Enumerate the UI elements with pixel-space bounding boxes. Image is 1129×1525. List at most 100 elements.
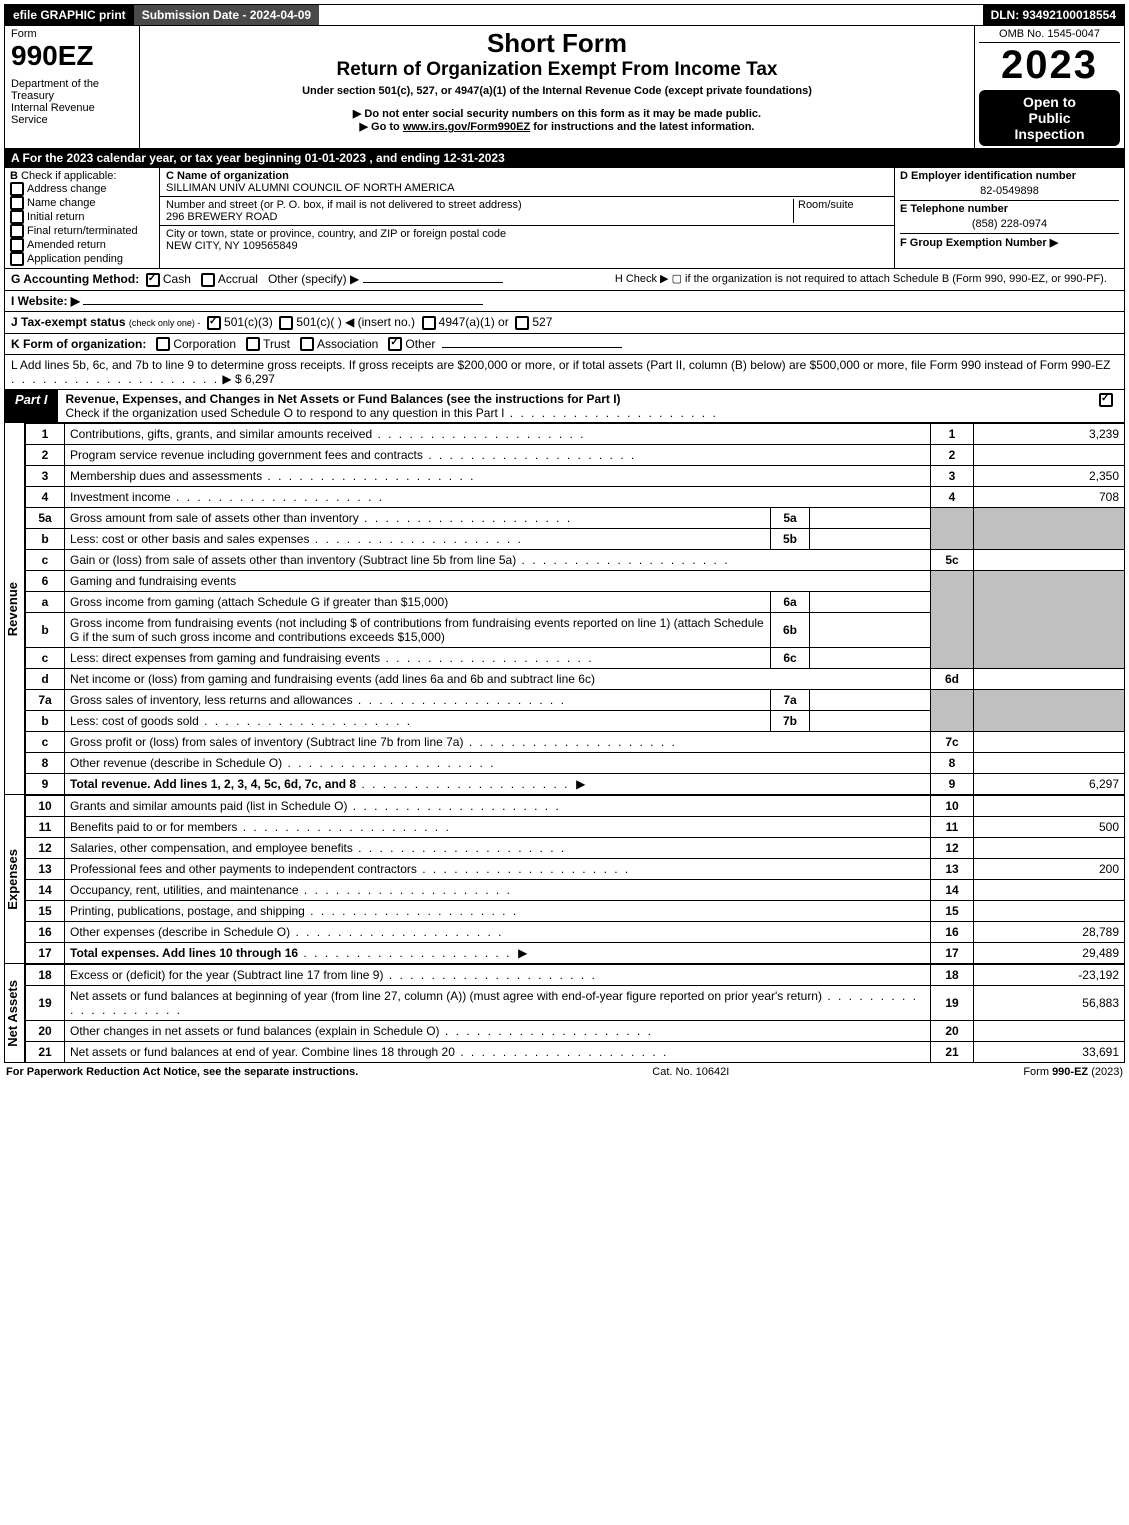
l-amount: ▶ $ 6,297 — [222, 372, 275, 386]
line-17: 17 Total expenses. Add lines 10 through 1… — [26, 943, 1125, 964]
j-pre: J Tax-exempt status — [11, 315, 129, 329]
section-j: J Tax-exempt status (check only one) - 5… — [4, 312, 1125, 334]
desc: Other expenses (describe in Schedule O) — [70, 925, 290, 939]
section-g: G Accounting Method: Cash Accrual Other … — [11, 272, 615, 287]
subnum: 6b — [771, 613, 810, 648]
line-15: 15Printing, publications, postage, and s… — [26, 901, 1125, 922]
line-5a: 5aGross amount from sale of assets other… — [26, 508, 1125, 529]
num: 19 — [931, 986, 974, 1021]
k-label: K Form of organization: — [11, 337, 146, 351]
ln: c — [26, 732, 65, 753]
ln: 4 — [26, 487, 65, 508]
footer-mid: Cat. No. 10642I — [652, 1066, 729, 1078]
checkbox-other-org[interactable] — [388, 337, 402, 351]
open-line1: Open to — [985, 94, 1114, 110]
checkbox-name-change[interactable] — [10, 196, 24, 210]
dots — [516, 553, 729, 567]
goto-post: for instructions and the latest informat… — [530, 121, 754, 133]
gray-cell — [974, 571, 1125, 669]
desc: Net assets or fund balances at beginning… — [70, 989, 822, 1003]
subval — [810, 508, 931, 529]
checkbox-4947[interactable] — [422, 316, 436, 330]
num: 16 — [931, 922, 974, 943]
checkbox-address-change[interactable] — [10, 182, 24, 196]
num: 6d — [931, 669, 974, 690]
val — [974, 550, 1125, 571]
ln: c — [26, 550, 65, 571]
subnum: 5b — [771, 529, 810, 550]
dots — [372, 427, 585, 441]
i-label: I Website: ▶ — [11, 294, 80, 308]
checkbox-amended[interactable] — [10, 238, 24, 252]
num: 10 — [931, 796, 974, 817]
org-name: SILLIMAN UNIV ALUMNI COUNCIL OF NORTH AM… — [166, 182, 455, 194]
dots — [282, 756, 495, 770]
val — [974, 732, 1125, 753]
num: 2 — [931, 445, 974, 466]
checkbox-501c[interactable] — [279, 316, 293, 330]
dots — [199, 714, 412, 728]
dots — [423, 448, 636, 462]
line-19: 19 Net assets or fund balances at beginni… — [26, 986, 1125, 1021]
checkbox-501c3[interactable] — [207, 316, 221, 330]
checkbox-final-return[interactable] — [10, 224, 24, 238]
goto-link[interactable]: www.irs.gov/Form990EZ — [403, 121, 530, 133]
num: 18 — [931, 965, 974, 986]
desc: Gross profit or (loss) from sales of inv… — [70, 735, 463, 749]
room-label: Room/suite — [793, 199, 888, 223]
checkbox-accrual[interactable] — [201, 273, 215, 287]
subval — [810, 592, 931, 613]
num: 8 — [931, 753, 974, 774]
dots — [11, 372, 219, 386]
website-input[interactable] — [83, 304, 483, 305]
revenue-sidebar: Revenue — [5, 423, 25, 795]
num: 13 — [931, 859, 974, 880]
val: 500 — [974, 817, 1125, 838]
checkbox-527[interactable] — [515, 316, 529, 330]
row-gh: G Accounting Method: Cash Accrual Other … — [4, 269, 1125, 291]
e-label: E Telephone number — [900, 203, 1008, 215]
num: 15 — [931, 901, 974, 922]
dots — [353, 841, 566, 855]
checkbox-corp[interactable] — [156, 337, 170, 351]
expenses-sidebar: Expenses — [5, 795, 25, 964]
goto-line: ▶ Go to www.irs.gov/Form990EZ for instru… — [146, 120, 968, 133]
ln: 19 — [26, 986, 65, 1021]
checkbox-schedule-o[interactable] — [1099, 393, 1113, 407]
line-13: 13Professional fees and other payments t… — [26, 859, 1125, 880]
netassets-label: Net Assets — [5, 980, 24, 1047]
desc: Salaries, other compensation, and employ… — [70, 841, 353, 855]
b-final: Final return/terminated — [27, 225, 138, 237]
desc: Total expenses. Add lines 10 through 16 — [70, 946, 298, 960]
val — [974, 753, 1125, 774]
top-bar: efile GRAPHIC print Submission Date - 20… — [4, 4, 1125, 26]
desc: Less: direct expenses from gaming and fu… — [70, 651, 380, 665]
val: -23,192 — [974, 965, 1125, 986]
section-h: H Check ▶ ▢ if the organization is not r… — [615, 272, 1118, 287]
val — [974, 445, 1125, 466]
ln: 6 — [26, 571, 65, 592]
desc: Gaming and fundraising events — [65, 571, 931, 592]
checkbox-pending[interactable] — [10, 252, 24, 266]
line-21: 21Net assets or fund balances at end of … — [26, 1042, 1125, 1063]
num: 17 — [931, 943, 974, 964]
line-6d: dNet income or (loss) from gaming and fu… — [26, 669, 1125, 690]
val — [974, 880, 1125, 901]
l-text: L Add lines 5b, 6c, and 7b to line 9 to … — [11, 358, 1110, 372]
checkbox-initial-return[interactable] — [10, 210, 24, 224]
k-other-input[interactable] — [442, 347, 622, 348]
subnum: 7a — [771, 690, 810, 711]
dots — [237, 820, 450, 834]
city-value: NEW CITY, NY 109565849 — [166, 240, 298, 252]
checkbox-trust[interactable] — [246, 337, 260, 351]
checkbox-cash[interactable] — [146, 273, 160, 287]
desc: Less: cost of goods sold — [70, 714, 199, 728]
line-7a: 7aGross sales of inventory, less returns… — [26, 690, 1125, 711]
desc: Contributions, gifts, grants, and simila… — [70, 427, 372, 441]
checkbox-assoc[interactable] — [300, 337, 314, 351]
num: 5c — [931, 550, 974, 571]
ln: 7a — [26, 690, 65, 711]
g-other-input[interactable] — [363, 282, 503, 283]
num: 21 — [931, 1042, 974, 1063]
num: 11 — [931, 817, 974, 838]
